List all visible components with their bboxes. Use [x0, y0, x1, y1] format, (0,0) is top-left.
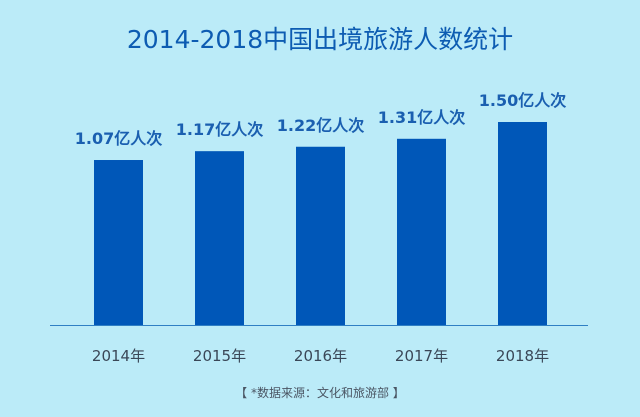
bar-2014	[94, 160, 143, 325]
x-tick-label: 2016年	[294, 347, 347, 365]
x-tick-label: 2015年	[193, 347, 246, 365]
bar-2015	[195, 151, 244, 325]
bar-2017	[397, 138, 446, 325]
data-label: 1.31亿人次	[378, 108, 465, 127]
data-label: 1.22亿人次	[277, 116, 364, 135]
chart-title: 2014-2018中国出境旅游人数统计	[126, 25, 514, 54]
bar-2018	[498, 122, 547, 325]
source-note: 【 *数据来源：文化和旅游部 】	[235, 386, 405, 400]
x-tick-label: 2018年	[496, 347, 549, 365]
data-label: 1.50亿人次	[479, 91, 566, 110]
x-tick-label: 2017年	[395, 347, 448, 365]
data-label: 1.07亿人次	[75, 129, 162, 148]
data-label: 1.17亿人次	[176, 120, 263, 139]
x-tick-label: 2014年	[92, 347, 145, 365]
bar-2016	[296, 146, 345, 325]
